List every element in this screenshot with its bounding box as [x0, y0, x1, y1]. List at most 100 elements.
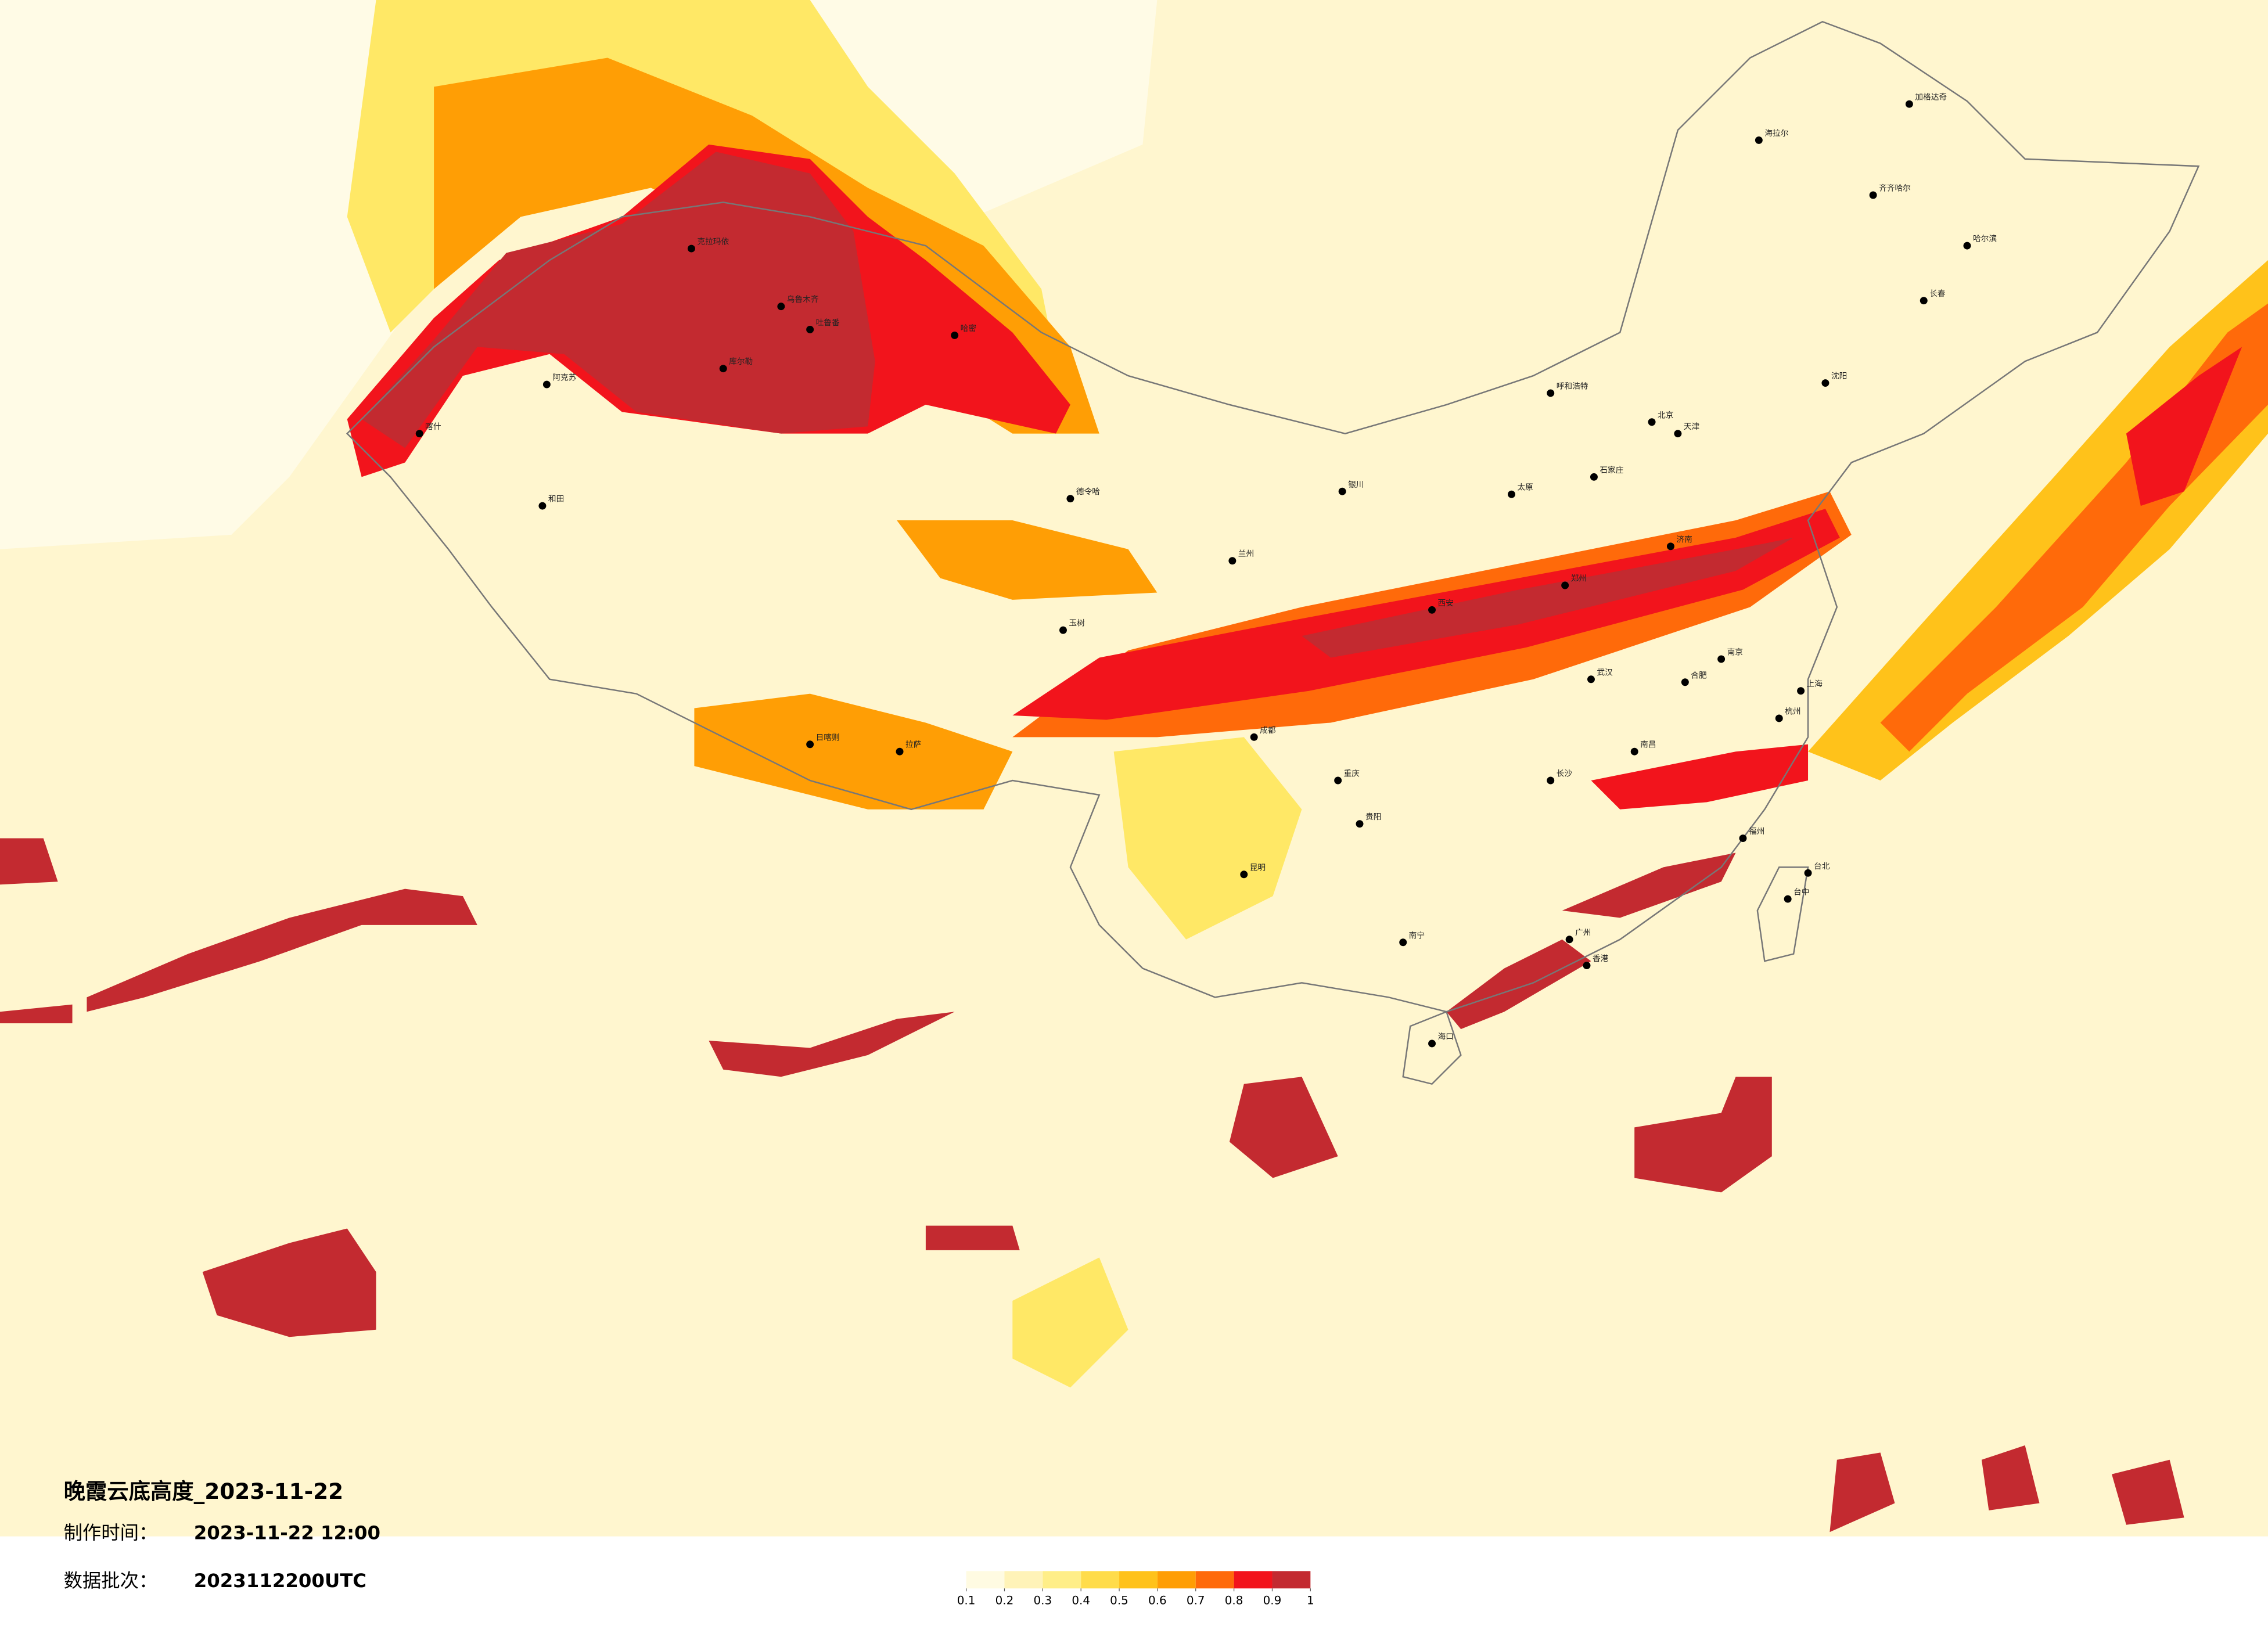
city-dot [1228, 557, 1237, 565]
city-dot [1583, 962, 1591, 970]
city-dot [1674, 430, 1682, 438]
city-label: 成都 [1260, 726, 1276, 735]
city-label: 南京 [1727, 647, 1743, 657]
city-dot [1775, 714, 1783, 722]
city-dot [806, 740, 814, 749]
colorbar-swatch [1234, 1571, 1273, 1589]
colorbar: 0.1 0.2 0.3 0.4 0.5 0.6 0.7 0.8 0.9 1 [957, 1571, 1314, 1607]
cloud-patch [1634, 1077, 1772, 1193]
city-dot [1059, 626, 1067, 634]
city-dot [538, 502, 547, 510]
city-dot [1590, 473, 1598, 481]
colorbar-label: 0.3 [1033, 1594, 1052, 1607]
city-dot [806, 325, 814, 333]
batch-label: 数据批次： [64, 1570, 158, 1592]
cloud-patch [1591, 744, 1809, 810]
city-label: 石家庄 [1600, 465, 1623, 475]
city-label: 台北 [1814, 862, 1830, 871]
city-label: 长沙 [1557, 769, 1573, 779]
cloud-patch [2112, 1459, 2184, 1525]
city-dot [719, 365, 727, 373]
city-label: 加格达奇 [1915, 92, 1947, 102]
city-dot [1587, 675, 1595, 684]
colorbar-swatch [1157, 1571, 1196, 1589]
city-dot [1547, 776, 1555, 785]
city-dot [1804, 869, 1812, 877]
city-dot [777, 303, 785, 311]
colorbar-label: 0.8 [1225, 1594, 1243, 1607]
city-label: 呼和浩特 [1557, 382, 1588, 391]
city-label: 长春 [1929, 289, 1946, 298]
colorbar-swatch [1119, 1571, 1158, 1589]
cloud-layer [0, 0, 2268, 1533]
city-dot [1399, 938, 1407, 947]
colorbar-label: 1 [1307, 1594, 1314, 1607]
cloud-patch [1808, 260, 2268, 780]
city-label: 郑州 [1571, 574, 1587, 584]
city-dot [1066, 495, 1074, 503]
cloud-patch [1113, 737, 1302, 940]
colorbar-label: 0.2 [995, 1594, 1014, 1607]
city-label: 哈尔滨 [1973, 235, 1997, 244]
colorbar-label: 0.1 [957, 1594, 976, 1607]
city-dot [1428, 1039, 1436, 1048]
city-label: 海拉尔 [1764, 129, 1788, 138]
city-dot [1869, 191, 1877, 199]
city-label: 贵阳 [1365, 812, 1381, 822]
city-label: 香港 [1593, 954, 1609, 963]
city-label: 武汉 [1597, 668, 1613, 677]
city-dot [1338, 487, 1346, 495]
city-label: 南昌 [1640, 740, 1656, 750]
city-label: 银川 [1348, 480, 1364, 490]
cloud-patch [1981, 1445, 2040, 1510]
city-dot [1561, 581, 1569, 589]
city-label: 克拉玛依 [697, 238, 729, 247]
city-label: 齐齐哈尔 [1879, 184, 1911, 193]
city-dot [687, 244, 695, 253]
colorbar-swatch [1043, 1571, 1081, 1589]
city-label: 福州 [1749, 827, 1764, 836]
city-dot [1717, 655, 1726, 663]
city-label: 日喀则 [816, 733, 840, 742]
city-label: 西安 [1437, 599, 1453, 608]
map-title: 晚霞云底高度_2023-11-22 [64, 1478, 344, 1504]
city-label: 广州 [1575, 928, 1591, 937]
cloud-patch [87, 888, 477, 1012]
cloud-patch [202, 1228, 376, 1337]
city-dot [896, 747, 904, 756]
colorbar-label: 0.4 [1072, 1594, 1090, 1607]
city-label: 南宁 [1409, 930, 1425, 940]
city-dot [1356, 820, 1364, 828]
city-label: 合肥 [1691, 671, 1707, 680]
city-dot [1963, 242, 1971, 250]
batch-value: 2023112200UTC [194, 1570, 366, 1592]
cloud-patch [1446, 939, 1591, 1030]
colorbar-swatch [966, 1571, 1005, 1589]
city-label: 阿克苏 [552, 373, 576, 383]
island-border [1402, 866, 1809, 1085]
city-label: 台中 [1793, 888, 1809, 897]
cloud-patch [0, 838, 58, 885]
city-label: 德令哈 [1076, 487, 1100, 497]
cloud-patch [1562, 852, 1736, 918]
colorbar-swatch [1272, 1571, 1311, 1589]
city-label: 昆明 [1250, 863, 1266, 872]
colorbar-swatch [1004, 1571, 1043, 1589]
city-dot [1428, 606, 1436, 614]
city-dot [1905, 100, 1913, 108]
city-dot [1334, 776, 1342, 785]
cloud-patch [361, 152, 875, 448]
city-label: 喀什 [425, 422, 441, 431]
city-label: 北京 [1658, 411, 1673, 420]
city-dot [1648, 418, 1656, 426]
city-label: 玉树 [1069, 619, 1085, 628]
city-dot [1250, 733, 1258, 741]
city-dot [542, 380, 551, 388]
city-label: 太原 [1517, 483, 1533, 492]
city-dot [1784, 895, 1792, 903]
city-label: 哈密 [961, 323, 977, 333]
colorbar-swatch [1081, 1571, 1120, 1589]
city-label: 济南 [1676, 535, 1692, 544]
colorbar-label: 0.6 [1148, 1594, 1167, 1607]
city-dot [1565, 936, 1573, 944]
